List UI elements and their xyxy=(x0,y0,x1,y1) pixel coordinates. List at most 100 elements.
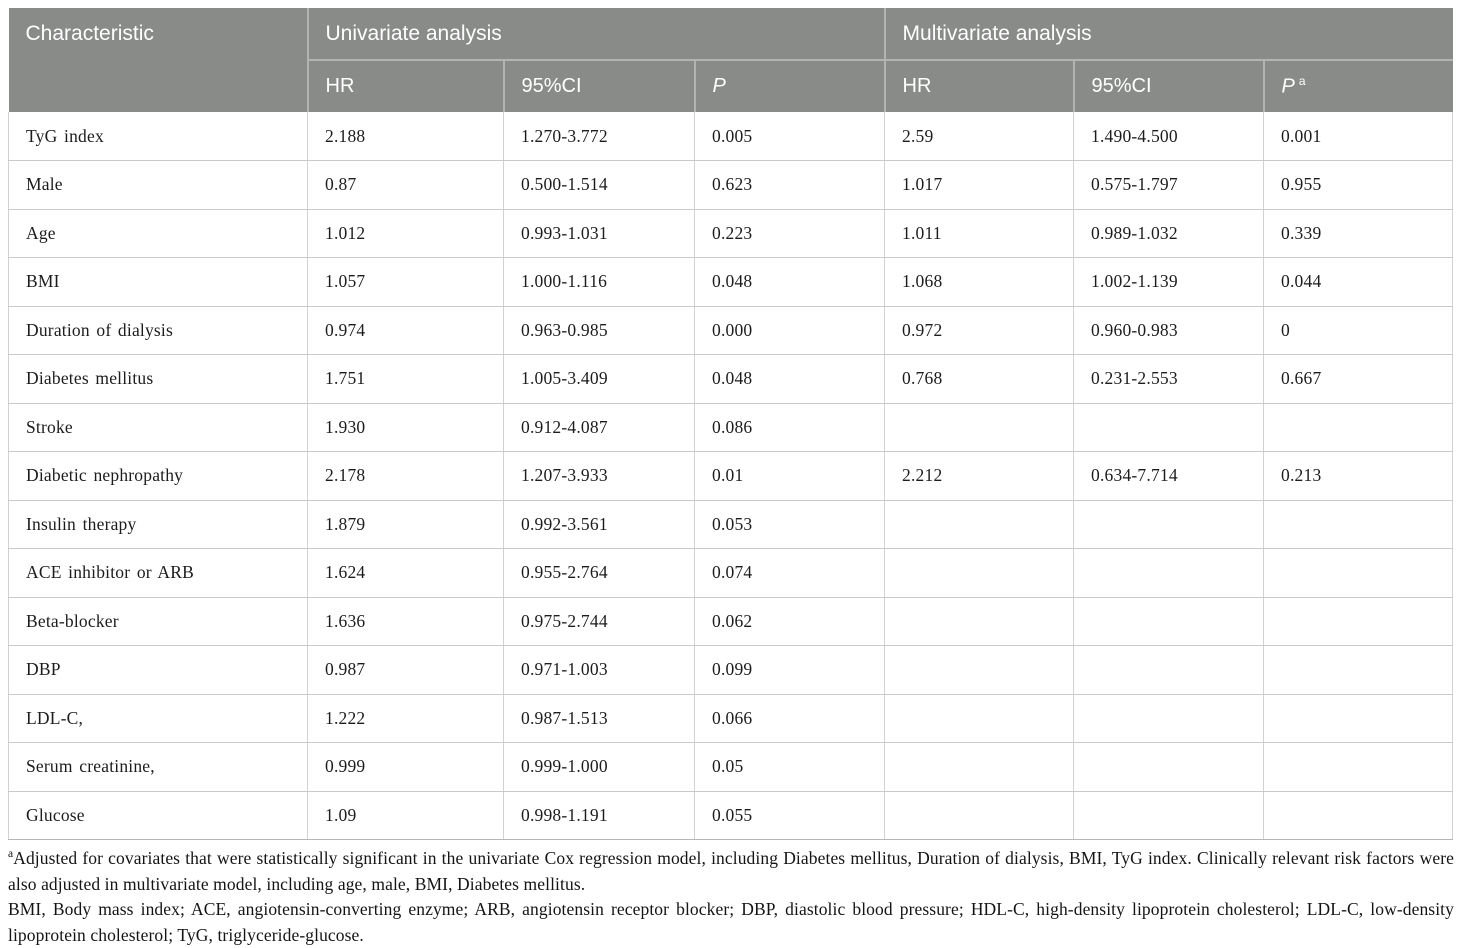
characteristic-cell: Diabetes mellitus xyxy=(8,354,308,404)
multi-p-cell: 0.667 xyxy=(1263,354,1454,404)
multi-ci-cell: 0.960-0.983 xyxy=(1073,305,1265,355)
multi-hr-cell xyxy=(884,742,1075,792)
uni-ci-cell: 0.912-4.087 xyxy=(503,402,695,452)
footnote-superscript: a xyxy=(8,848,14,861)
p-superscript: a xyxy=(1298,74,1306,89)
characteristic-cell: Insulin therapy xyxy=(8,499,308,549)
uni-hr-cell: 0.974 xyxy=(307,305,504,355)
multi-hr-cell xyxy=(884,693,1075,743)
column-header-characteristic: Characteristic xyxy=(8,8,308,112)
uni-ci-cell: 0.975-2.744 xyxy=(503,596,695,646)
table-row: Age 1.012 0.993-1.031 0.223 1.011 0.989-1.032… xyxy=(8,208,1454,258)
table-row: BMI 1.057 1.000-1.116 0.048 1.068 1.002-1.139… xyxy=(8,257,1454,307)
table-row: Duration of dialysis 0.974 0.963-0.985 0.00… xyxy=(8,305,1454,355)
uni-hr-cell: 1.222 xyxy=(307,693,504,743)
multi-p-cell xyxy=(1263,742,1454,792)
multi-p-cell xyxy=(1263,693,1454,743)
multi-p-cell: 0 xyxy=(1263,305,1454,355)
uni-hr-cell: 0.999 xyxy=(307,742,504,792)
multi-ci-cell xyxy=(1073,693,1265,743)
multi-p-cell xyxy=(1263,548,1454,598)
uni-p-cell: 0.000 xyxy=(693,305,886,355)
p-label: P xyxy=(1281,75,1295,98)
uni-ci-cell: 0.955-2.764 xyxy=(503,548,695,598)
column-header-uni-hr: HR xyxy=(306,59,504,112)
multi-hr-cell: 1.017 xyxy=(884,160,1075,210)
multi-ci-cell: 1.490-4.500 xyxy=(1073,112,1265,161)
multi-ci-cell: 0.634-7.714 xyxy=(1073,451,1265,501)
table-row: Beta-blocker 1.636 0.975-2.744 0.062 xyxy=(8,596,1454,646)
multi-p-cell: 0.044 xyxy=(1263,257,1454,307)
table-row: Diabetes mellitus 1.751 1.005-3.409 0.048 0.… xyxy=(8,354,1454,404)
uni-ci-cell: 0.500-1.514 xyxy=(503,160,695,210)
footnote-abbreviations: BMI, Body mass index; ACE, angiotensin-c… xyxy=(8,899,1454,945)
uni-ci-cell: 1.207-3.933 xyxy=(503,451,695,501)
table-row: Insulin therapy 1.879 0.992-3.561 0.053 xyxy=(8,499,1454,549)
table-body: TyG index 2.188 1.270-3.772 0.005 2.59 1.490-… xyxy=(8,112,1454,840)
uni-hr-cell: 1.09 xyxy=(307,790,504,840)
footnote-adjustment: aAdjusted for covariates that were stati… xyxy=(8,846,1454,897)
characteristic-cell: Serum creatinine, xyxy=(8,742,308,792)
uni-ci-cell: 1.005-3.409 xyxy=(503,354,695,404)
uni-hr-cell: 0.987 xyxy=(307,645,504,695)
uni-hr-cell: 1.930 xyxy=(307,402,504,452)
uni-p-cell: 0.623 xyxy=(693,160,886,210)
characteristic-cell: Duration of dialysis xyxy=(8,305,308,355)
multi-ci-cell xyxy=(1073,742,1265,792)
uni-p-cell: 0.223 xyxy=(693,208,886,258)
characteristic-cell: Age xyxy=(8,208,308,258)
table-row: Diabetic nephropathy 2.178 1.207-3.933 0.01… xyxy=(8,451,1454,501)
header-group-row: Characteristic Univariate analysis Multi… xyxy=(8,8,1453,112)
p-label: P xyxy=(712,75,726,97)
multi-ci-cell xyxy=(1073,645,1265,695)
uni-ci-cell: 0.993-1.031 xyxy=(503,208,695,258)
multi-ci-cell xyxy=(1073,596,1265,646)
multi-hr-cell: 1.011 xyxy=(884,208,1075,258)
uni-p-cell: 0.055 xyxy=(693,790,886,840)
uni-ci-cell: 0.992-3.561 xyxy=(503,499,695,549)
characteristic-cell: Stroke xyxy=(8,402,308,452)
multi-ci-cell: 1.002-1.139 xyxy=(1073,257,1265,307)
uni-p-cell: 0.099 xyxy=(693,645,886,695)
table-header: Characteristic Univariate analysis Multi… xyxy=(8,8,1453,112)
uni-ci-cell: 0.971-1.003 xyxy=(503,645,695,695)
uni-hr-cell: 1.057 xyxy=(307,257,504,307)
footnote-adjustment-text: Adjusted for covariates that were statis… xyxy=(8,848,1454,894)
uni-hr-cell: 1.879 xyxy=(307,499,504,549)
characteristic-cell: DBP xyxy=(8,645,308,695)
multi-hr-cell: 2.59 xyxy=(884,112,1075,161)
characteristic-cell: LDL-C, xyxy=(8,693,308,743)
uni-p-cell: 0.053 xyxy=(693,499,886,549)
characteristic-cell: Glucose xyxy=(8,790,308,840)
multi-p-cell xyxy=(1263,645,1454,695)
multi-hr-cell xyxy=(884,596,1075,646)
table-row: Glucose 1.09 0.998-1.191 0.055 xyxy=(8,790,1454,840)
uni-hr-cell: 2.178 xyxy=(307,451,504,501)
multi-hr-cell: 2.212 xyxy=(884,451,1075,501)
characteristic-cell: BMI xyxy=(8,257,308,307)
column-header-uni-p: P xyxy=(693,59,885,112)
multi-hr-cell xyxy=(884,402,1075,452)
multi-ci-cell xyxy=(1073,499,1265,549)
uni-p-cell: 0.086 xyxy=(693,402,886,452)
characteristic-cell: Male xyxy=(8,160,308,210)
uni-p-cell: 0.05 xyxy=(693,742,886,792)
table-row: DBP 0.987 0.971-1.003 0.099 xyxy=(8,645,1454,695)
uni-ci-cell: 1.000-1.116 xyxy=(503,257,695,307)
multi-hr-cell: 0.768 xyxy=(884,354,1075,404)
multi-p-cell xyxy=(1263,402,1454,452)
multi-p-cell xyxy=(1263,790,1454,840)
characteristic-cell: ACE inhibitor or ARB xyxy=(8,548,308,598)
uni-hr-cell: 1.636 xyxy=(307,596,504,646)
multi-ci-cell: 0.989-1.032 xyxy=(1073,208,1265,258)
multi-p-cell: 0.001 xyxy=(1263,112,1454,161)
table-row: Stroke 1.930 0.912-4.087 0.086 xyxy=(8,402,1454,452)
multi-hr-cell: 0.972 xyxy=(884,305,1075,355)
multi-ci-cell: 0.231-2.553 xyxy=(1073,354,1265,404)
uni-ci-cell: 0.987-1.513 xyxy=(503,693,695,743)
uni-p-cell: 0.01 xyxy=(693,451,886,501)
uni-p-cell: 0.005 xyxy=(693,112,886,161)
characteristic-cell: Diabetic nephropathy xyxy=(8,451,308,501)
